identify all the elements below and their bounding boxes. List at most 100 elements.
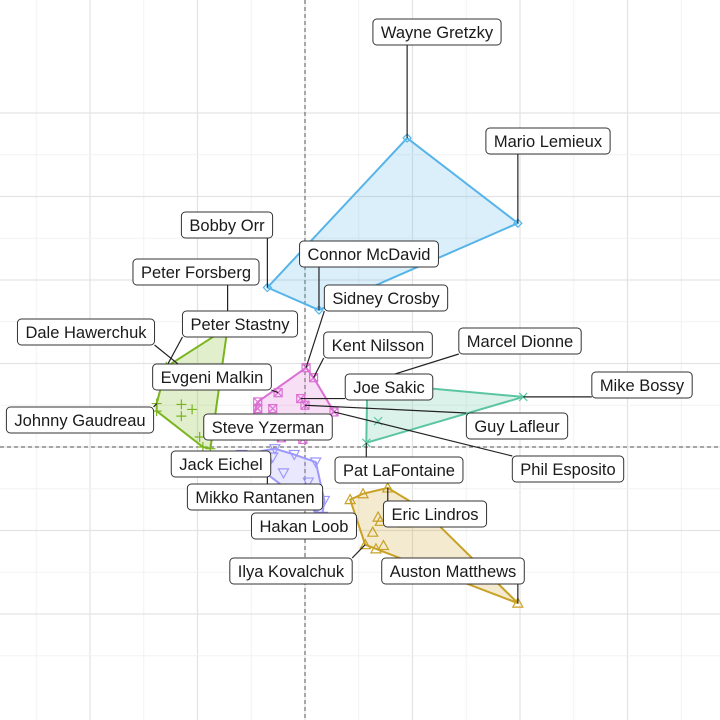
cluster-2-point — [176, 399, 187, 410]
label-text: Guy Lafleur — [474, 418, 560, 436]
leader-ilya-kovalchuk — [351, 544, 366, 559]
point-ilya-kovalchuk — [359, 538, 372, 550]
label-text: Steve Yzerman — [212, 419, 325, 437]
leader-sidney-crosby — [305, 310, 325, 368]
label-text: Peter Stastny — [190, 316, 290, 334]
label-box — [591, 371, 693, 399]
label-box — [152, 363, 272, 391]
label-text: Mike Bossy — [600, 377, 685, 395]
label-marcel-dionne: Marcel Dionne — [458, 327, 582, 355]
cluster-5-point — [268, 444, 281, 455]
point-labels: Wayne Gretzky Mario Lemieux Bobby Orr Conno… — [5, 18, 693, 585]
cluster-3-point — [253, 403, 263, 414]
label-mike-bossy: Mike Bossy — [591, 371, 693, 399]
label-box — [299, 240, 439, 268]
point-wayne-gretzky — [402, 133, 412, 143]
label-text: Phil Esposito — [520, 461, 615, 479]
label-evgeni-malkin: Evgeni Malkin — [152, 363, 272, 391]
label-text: Jack Eichel — [179, 456, 262, 474]
label-hakan-loob: Hakan Loob — [251, 512, 357, 540]
label-peter-forsberg: Peter Forsberg — [132, 258, 260, 286]
label-guy-lafleur: Guy Lafleur — [465, 412, 569, 440]
label-phil-esposito: Phil Esposito — [511, 455, 625, 483]
label-text: Johnny Gaudreau — [14, 412, 145, 430]
cluster-6-point — [369, 542, 382, 554]
cluster-2-point — [176, 411, 187, 422]
label-box — [511, 455, 625, 483]
label-text: Mario Lemieux — [494, 133, 603, 151]
label-box — [203, 413, 333, 441]
label-box — [382, 500, 488, 528]
label-box — [229, 557, 353, 585]
label-box — [180, 211, 274, 239]
label-bobby-orr: Bobby Orr — [180, 211, 274, 239]
cluster-2-point — [194, 431, 205, 442]
leader-evgeni-malkin — [271, 389, 279, 394]
cluster-6-point — [366, 525, 379, 537]
label-box — [170, 450, 272, 478]
point-auston-matthews — [511, 596, 524, 608]
cluster-5-point — [302, 477, 315, 489]
label-text: Hakan Loob — [260, 518, 349, 536]
label-text: Kent Nilsson — [332, 337, 425, 355]
label-box — [458, 327, 582, 355]
label-text: Joe Sakic — [353, 379, 425, 397]
cluster-3-point — [268, 403, 278, 414]
cluster-6-point — [377, 539, 390, 551]
label-dale-hawerchuk: Dale Hawerchuk — [16, 318, 156, 346]
label-box — [186, 483, 324, 511]
label-auston-matthews: Auston Matthews — [381, 557, 525, 585]
label-ilya-kovalchuk: Ilya Kovalchuk — [229, 557, 353, 585]
label-box — [5, 406, 155, 434]
cluster-2-point — [197, 442, 208, 452]
label-box — [251, 512, 357, 540]
cluster-5-point — [309, 457, 322, 469]
point-bobby-orr — [262, 282, 273, 293]
label-wayne-gretzky: Wayne Gretzky — [372, 18, 502, 46]
label-johnny-gaudreau: Johnny Gaudreau — [5, 406, 155, 434]
leader-johnny-gaudreau — [153, 403, 158, 408]
label-peter-stastny: Peter Stastny — [181, 310, 299, 338]
label-box — [323, 284, 449, 312]
label-steve-yzerman: Steve Yzerman — [203, 413, 333, 441]
label-sidney-crosby: Sidney Crosby — [323, 284, 449, 312]
leader-guy-lafleur — [304, 404, 467, 414]
label-joe-sakic: Joe Sakic — [344, 373, 434, 401]
label-text: Eric Lindros — [391, 506, 478, 524]
label-text: Marcel Dionne — [467, 333, 573, 351]
label-box — [16, 318, 156, 346]
label-box — [465, 412, 569, 440]
label-mario-lemieux: Mario Lemieux — [485, 127, 611, 155]
label-box — [381, 557, 525, 585]
label-box — [372, 18, 502, 46]
label-text: Wayne Gretzky — [381, 24, 494, 42]
label-box — [334, 456, 464, 484]
leader-phil-esposito — [333, 411, 513, 457]
leader-peter-stastny — [165, 336, 183, 368]
label-text: Evgeni Malkin — [161, 369, 264, 387]
label-connor-mcdavid: Connor McDavid — [299, 240, 439, 268]
point-mario-lemieux — [513, 218, 523, 229]
label-box — [181, 310, 299, 338]
cluster-5-point — [288, 449, 301, 461]
label-text: Auston Matthews — [390, 563, 517, 581]
cluster-5-point — [277, 468, 290, 480]
label-jack-eichel: Jack Eichel — [170, 450, 272, 478]
label-text: Bobby Orr — [189, 217, 265, 235]
leader-kent-nilsson — [313, 357, 325, 378]
label-eric-lindros: Eric Lindros — [382, 500, 488, 528]
label-text: Connor McDavid — [308, 246, 431, 264]
cluster-6-point — [374, 515, 387, 526]
label-text: Ilya Kovalchuk — [238, 563, 345, 581]
cluster-2-point — [187, 404, 198, 415]
label-text: Pat LaFontaine — [343, 462, 455, 480]
label-box — [323, 331, 433, 359]
point-connor-mcdavid — [314, 305, 324, 315]
label-mikko-rantanen: Mikko Rantanen — [186, 483, 324, 511]
label-text: Sidney Crosby — [332, 290, 440, 308]
label-text: Dale Hawerchuk — [25, 324, 147, 342]
label-box — [344, 373, 434, 401]
